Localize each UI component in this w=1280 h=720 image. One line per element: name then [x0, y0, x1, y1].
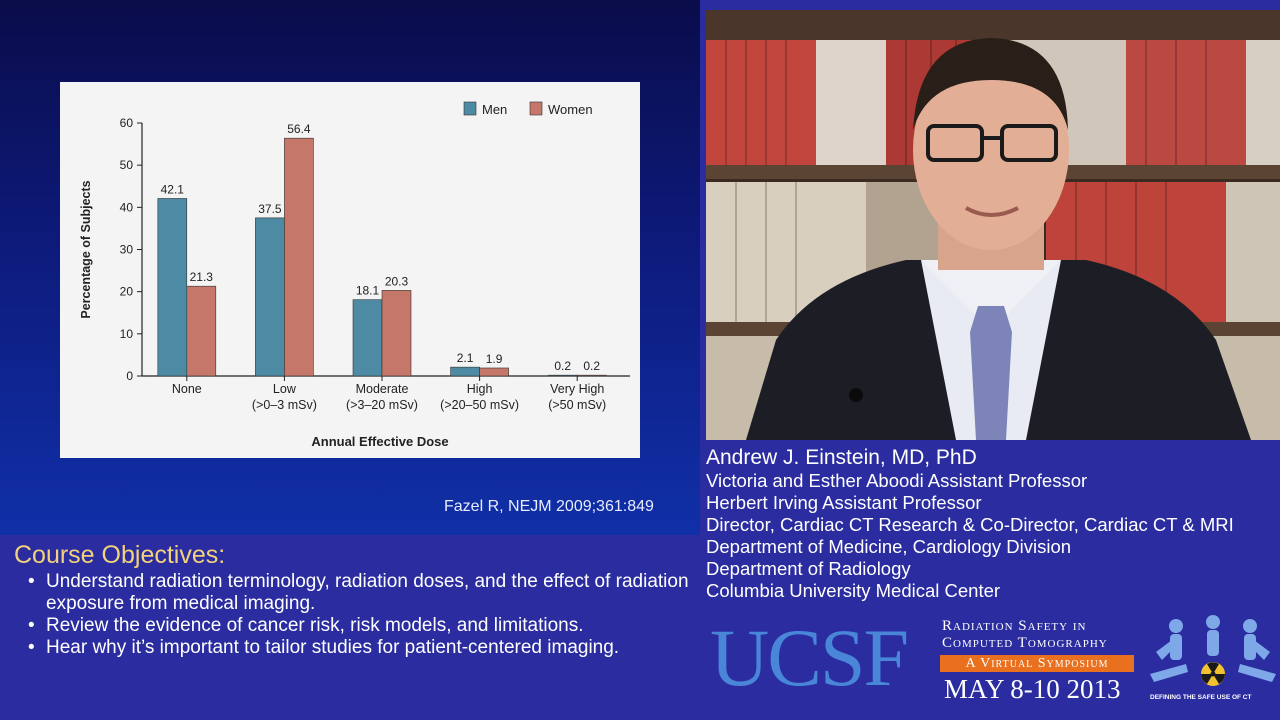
bar-women — [284, 137, 314, 377]
banner-tagline: DEFINING THE SAFE USE OF CT — [1150, 694, 1252, 701]
symposium-title: Radiation Safety in Computed Tomography — [942, 618, 1108, 652]
data-label: 37.5 — [258, 202, 282, 216]
symposium-title-line2: Computed Tomography — [942, 635, 1108, 651]
bar-women — [576, 374, 607, 377]
bar-men — [157, 198, 188, 377]
x-axis-label: Annual Effective Dose — [311, 434, 448, 449]
data-label: 0.2 — [554, 359, 571, 373]
data-label: 18.1 — [356, 284, 380, 298]
speaker-video[interactable] — [706, 10, 1280, 440]
x-tick-label: Moderate — [356, 382, 409, 396]
x-tick-label: (>50 mSv) — [548, 398, 606, 412]
citation: Fazel R, NEJM 2009;361:849 — [444, 498, 654, 515]
objective-text: Hear why it’s important to tailor studie… — [46, 637, 620, 658]
y-tick-label: 60 — [120, 116, 134, 130]
x-tick-label: High — [467, 382, 493, 396]
ucsf-symposium-banner: UCSF Radiation Safety in Computed Tomogr… — [706, 612, 1280, 708]
y-tick-label: 20 — [120, 285, 134, 299]
x-tick-label: (>20–50 mSv) — [440, 398, 519, 412]
legend-label: Men — [482, 102, 507, 117]
x-tick-label: None — [172, 382, 202, 396]
x-tick-label: (>3–20 mSv) — [346, 398, 418, 412]
data-label: 20.3 — [385, 274, 409, 288]
objectives-title: Course Objectives: — [14, 541, 226, 569]
people-radiation-icon — [1146, 612, 1280, 708]
y-tick-label: 10 — [120, 327, 134, 341]
speaker-title-line: Herbert Irving Assistant Professor — [706, 492, 982, 513]
data-label: 21.3 — [190, 270, 214, 284]
bullet: • — [28, 637, 35, 658]
speaker-title-line: Department of Medicine, Cardiology Divis… — [706, 536, 1072, 557]
y-tick-label: 50 — [120, 158, 134, 172]
objective-item: • Understand radiation terminology, radia… — [22, 571, 692, 615]
bar-women — [479, 367, 509, 377]
speaker-title-line: Victoria and Esther Aboodi Assistant Pro… — [706, 470, 1088, 491]
x-tick-label: (>0–3 mSv) — [252, 398, 317, 412]
speaker-title-line: Columbia University Medical Center — [706, 580, 1001, 601]
bar-chart: 0 10 20 30 40 50 60 Percentage of Subjects Annua… — [60, 82, 640, 458]
objective-text: Review the evidence of cancer risk, risk… — [46, 615, 584, 636]
data-label: 0.2 — [583, 359, 600, 373]
symposium-dates: MAY 8-10 2013 — [944, 674, 1121, 704]
objective-item: • Review the evidence of cancer risk, ris… — [22, 615, 692, 637]
speaker-video-frame — [706, 10, 1280, 440]
bullet: • — [28, 615, 35, 636]
bar-women — [381, 290, 412, 377]
speaker-title-line: Director, Cardiac CT Research & Co-Direc… — [706, 514, 1234, 535]
y-tick-label: 30 — [120, 243, 134, 257]
objective-item: • Hear why it’s important to tailor studi… — [22, 637, 692, 659]
symposium-title-line1: Radiation Safety in — [942, 618, 1087, 634]
speaker-info: Andrew J. Einstein, MD, PhD Victoria and… — [706, 446, 1280, 602]
bar-men — [547, 374, 578, 377]
data-label: 2.1 — [457, 351, 474, 365]
x-tick-label: Low — [273, 382, 297, 396]
bar-men — [352, 299, 383, 377]
ucsf-logo-text: UCSF — [710, 612, 909, 703]
objectives-list: • Understand radiation terminology, radia… — [22, 571, 692, 659]
y-tick-label: 40 — [120, 200, 134, 214]
data-label: 42.1 — [161, 182, 185, 196]
bar-women — [186, 285, 217, 377]
legend-swatch — [529, 101, 543, 116]
chart-svg: 0 10 20 30 40 50 60 Percentage of Subjects Annua… — [79, 101, 630, 449]
speaker-name: Andrew J. Einstein, MD, PhD — [706, 446, 977, 469]
x-tick-label: Very High — [550, 382, 604, 396]
course-objectives: Course Objectives: • Understand radiation… — [0, 535, 700, 720]
virtual-symposium-label: A Virtual Symposium — [940, 655, 1134, 672]
legend-label: Women — [548, 102, 593, 117]
y-axis-label: Percentage of Subjects — [79, 180, 93, 318]
legend-swatch — [463, 101, 477, 116]
data-label: 1.9 — [486, 352, 503, 366]
data-label: 56.4 — [287, 122, 311, 136]
speaker-title-line: Department of Radiology — [706, 558, 911, 579]
bullet: • — [28, 571, 35, 592]
objective-text: Understand radiation terminology, radiat… — [46, 571, 689, 614]
bar-men — [450, 366, 480, 377]
bar-men — [255, 217, 285, 377]
y-tick-label: 0 — [126, 369, 133, 383]
